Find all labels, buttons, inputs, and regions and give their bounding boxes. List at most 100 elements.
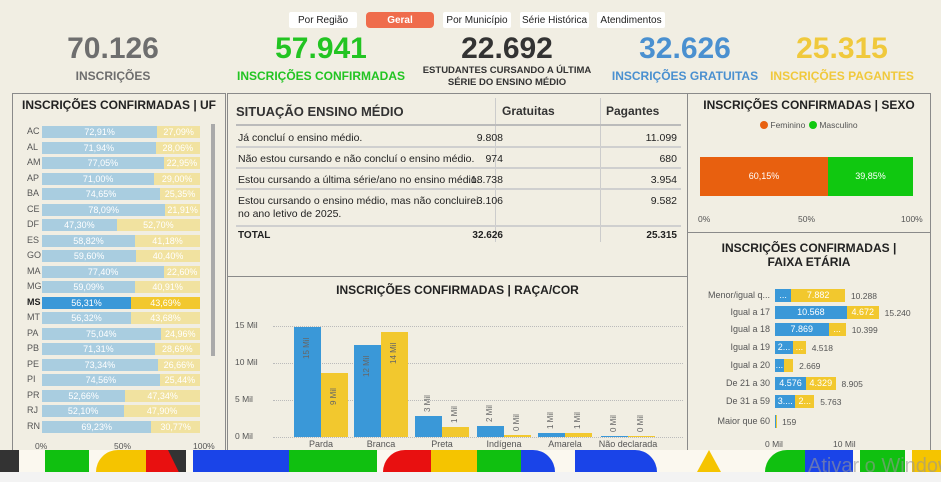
uf-bar-pagantes[interactable]: 26,66%	[157, 358, 200, 371]
uf-bar-gratuitas[interactable]: 72,91%	[42, 126, 158, 138]
uf-bar-pagantes[interactable]: 24,96%	[160, 327, 200, 340]
uf-bar-gratuitas[interactable]: 71,31%	[42, 343, 155, 355]
uf-bar-pagantes[interactable]: 40,91%	[135, 281, 200, 293]
uf-bar-gratuitas[interactable]: 69,23%	[42, 420, 152, 433]
faixa-label: Igual a 17	[730, 307, 770, 317]
uf-bar-pagantes[interactable]: 40,40%	[136, 250, 200, 262]
raca-data-label: 1 Mil	[450, 406, 459, 424]
faixa-bar-gratuitas[interactable]: 10.568	[775, 306, 847, 319]
raca-y-tick: 15 Mil	[235, 320, 258, 330]
faixa-bar-pagantes[interactable]: ...	[828, 323, 846, 336]
uf-bar-gratuitas[interactable]: 73,34%	[42, 358, 158, 371]
uf-bar-gratuitas[interactable]: 74,56%	[42, 374, 160, 386]
faixa-bar-pagantes[interactable]: 2...	[795, 395, 815, 408]
faixa-bar-gratuitas[interactable]: ...	[775, 359, 784, 372]
faixa-bar-gratuitas[interactable]	[775, 415, 776, 428]
uf-bar-pagantes[interactable]: 30,77%	[151, 420, 200, 433]
raca-bar-gratuitas[interactable]	[601, 435, 628, 437]
uf-bar-gratuitas[interactable]: 56,32%	[42, 312, 131, 324]
faixa-bar-pagantes[interactable]	[775, 415, 777, 428]
uf-bar-pagantes[interactable]: 21,91%	[165, 203, 200, 216]
situacao-table: SITUAÇÃO ENSINO MÉDIO Gratuitas Pagantes…	[227, 93, 688, 277]
uf-label: PA	[27, 327, 39, 338]
uf-bar-pagantes[interactable]: 22,60%	[164, 265, 200, 278]
tab-3[interactable]: Série Histórica	[520, 12, 589, 28]
tab-0[interactable]: Por Região	[289, 12, 357, 28]
uf-bar-gratuitas[interactable]: 58,82%	[42, 234, 135, 247]
raca-bar-gratuitas[interactable]	[294, 327, 321, 437]
uf-bar-pagantes[interactable]: 25,44%	[159, 374, 200, 386]
uf-bar-pagantes[interactable]: 29,00%	[154, 172, 200, 185]
faixa-bar-pagantes[interactable]: 4.329	[806, 377, 836, 390]
uf-bar-pagantes[interactable]: 27,09%	[157, 126, 200, 138]
legend-item[interactable]: Feminino	[760, 120, 805, 130]
uf-bar-pagantes[interactable]: 43,68%	[130, 312, 200, 324]
uf-label: AC	[27, 126, 40, 136]
tab-1[interactable]: Geral	[366, 12, 434, 28]
uf-bar-pagantes[interactable]: 28,69%	[154, 343, 200, 355]
raca-x-label: Indígena	[486, 439, 522, 449]
sexo-x-tick: 0%	[698, 214, 711, 224]
uf-bar-pagantes[interactable]: 47,90%	[124, 405, 200, 417]
gridline	[273, 363, 683, 364]
uf-bar-gratuitas[interactable]: 56,31%	[42, 296, 131, 309]
faixa-bar-gratuitas[interactable]: ...	[775, 289, 792, 302]
uf-bar-gratuitas[interactable]: 59,09%	[42, 281, 136, 293]
uf-label: RJ	[27, 405, 38, 415]
faixa-total: 15.240	[884, 308, 911, 318]
tab-4[interactable]: Atendimentos	[597, 12, 665, 28]
col-pagantes[interactable]: Pagantes	[606, 104, 660, 118]
faixa-bar-pagantes[interactable]	[783, 359, 794, 372]
raca-panel: INSCRIÇÕES CONFIRMADAS | RAÇA/COR 0 Mil 5…	[227, 276, 688, 453]
uf-bar-gratuitas[interactable]: 77,40%	[42, 265, 165, 278]
uf-bar-pagantes[interactable]: 43,69%	[130, 296, 200, 309]
row-label: Já concluí o ensino médio.	[238, 132, 363, 144]
faixa-bar-gratuitas[interactable]: 3....	[775, 395, 796, 408]
uf-bar-gratuitas[interactable]: 78,09%	[42, 203, 166, 216]
faixa-bar-pagantes[interactable]: ...	[793, 341, 806, 354]
raca-bar-pagantes[interactable]	[442, 427, 469, 437]
uf-bar-gratuitas[interactable]: 75,04%	[42, 327, 161, 340]
uf-bar-gratuitas[interactable]: 47,30%	[42, 219, 117, 231]
legend-label: Masculino	[819, 120, 858, 130]
scrollbar[interactable]	[211, 124, 215, 356]
uf-bar-pagantes[interactable]: 25,35%	[159, 188, 200, 200]
raca-bar-gratuitas[interactable]	[538, 433, 565, 437]
raca-bar-pagantes[interactable]	[321, 373, 348, 437]
uf-bar-gratuitas[interactable]: 71,94%	[42, 141, 156, 154]
faixa-total: 4.518	[811, 343, 833, 353]
raca-bar-pagantes[interactable]	[381, 331, 408, 437]
tab-2[interactable]: Por Município	[443, 12, 511, 28]
uf-bar-gratuitas[interactable]: 77,05%	[42, 157, 164, 169]
uf-bar-pagantes[interactable]: 47,34%	[125, 389, 200, 402]
sexo-bar-masculino[interactable]: 39,85%	[828, 157, 913, 196]
raca-bar-gratuitas[interactable]	[415, 415, 442, 437]
uf-bar-gratuitas[interactable]: 71,00%	[42, 172, 155, 185]
legend-item[interactable]: Masculino	[809, 120, 858, 130]
sexo-bar-feminino[interactable]: 60,15%	[700, 157, 829, 196]
uf-bar-pagantes[interactable]: 52,70%	[116, 219, 200, 231]
raca-bar-pagantes[interactable]	[504, 434, 531, 437]
faixa-bar-pagantes[interactable]: 4.672	[846, 306, 879, 319]
total-pagantes: 25.315	[646, 230, 677, 241]
faixa-bar-gratuitas[interactable]: 2...	[775, 341, 794, 354]
uf-bar-gratuitas[interactable]: 52,10%	[42, 405, 125, 417]
faixa-bar-gratuitas[interactable]: 4.576	[775, 377, 807, 390]
raca-bar-pagantes[interactable]	[565, 433, 592, 437]
faixa-label: Igual a 20	[730, 360, 770, 370]
raca-bar-gratuitas[interactable]	[354, 345, 381, 437]
uf-label: PI	[27, 374, 36, 384]
uf-bar-pagantes[interactable]: 22,95%	[163, 157, 200, 169]
uf-bar-gratuitas[interactable]: 59,60%	[42, 250, 137, 262]
kpi-card: 22.692 ESTUDANTES CURSANDO A ÚLTIMA SÉRIE…	[412, 32, 602, 89]
raca-bar-pagantes[interactable]	[628, 435, 655, 437]
uf-bar-pagantes[interactable]: 28,06%	[155, 141, 200, 154]
uf-bar-gratuitas[interactable]: 74,65%	[42, 188, 160, 200]
faixa-bar-pagantes[interactable]: 7.882	[791, 289, 845, 302]
col-gratuitas[interactable]: Gratuitas	[502, 104, 555, 118]
faixa-bar-gratuitas[interactable]: 7.869	[775, 323, 829, 336]
raca-data-label: 1 Mil	[573, 412, 582, 430]
raca-bar-gratuitas[interactable]	[477, 425, 504, 437]
uf-bar-pagantes[interactable]: 41,18%	[134, 234, 200, 247]
uf-bar-gratuitas[interactable]: 52,66%	[42, 389, 126, 402]
